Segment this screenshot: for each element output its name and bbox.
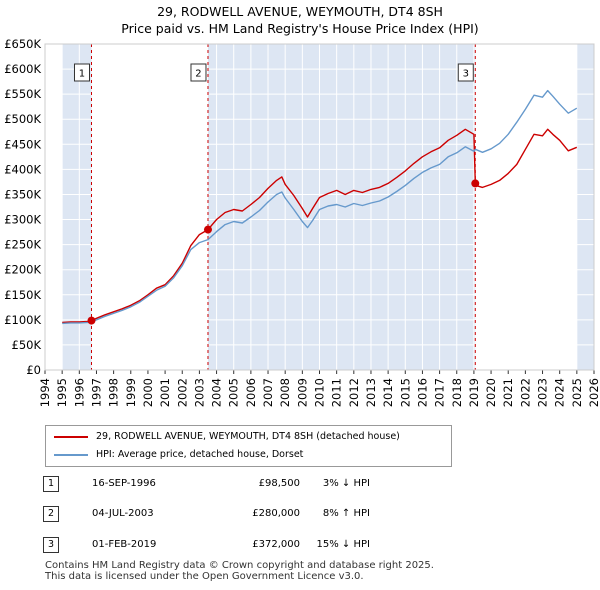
x-tick-label: 2023 bbox=[536, 378, 550, 407]
y-tick-label: £100K bbox=[4, 313, 41, 327]
y-tick-label: £450K bbox=[4, 137, 41, 151]
x-tick-label: 1995 bbox=[55, 378, 69, 407]
sale-label-boxes: 1 2 3 bbox=[73, 63, 474, 82]
sale-price: £98,500 bbox=[258, 478, 300, 489]
shaded-range bbox=[207, 44, 476, 370]
legend-swatch-property bbox=[54, 436, 88, 438]
table-row: 3 01-FEB-2019 £372,000 15% ↓ HPI bbox=[40, 535, 560, 555]
y-tick-label: £150K bbox=[4, 288, 41, 302]
x-tick-label: 2015 bbox=[398, 378, 412, 407]
x-tick-label: 2010 bbox=[313, 378, 327, 407]
sale-hpi-diff: 3% ↓ HPI bbox=[322, 478, 370, 489]
legend-swatch-hpi bbox=[54, 454, 88, 456]
sale-number-badge: 1 bbox=[43, 476, 59, 492]
y-tick-label: £650K bbox=[4, 37, 41, 51]
y-tick-label: £0 bbox=[26, 363, 41, 377]
legend-label-property: 29, RODWELL AVENUE, WEYMOUTH, DT4 8SH (d… bbox=[96, 431, 400, 442]
sale-point bbox=[87, 316, 96, 325]
sale-point bbox=[203, 225, 212, 234]
x-tick-label: 2000 bbox=[141, 378, 155, 407]
plot-frame bbox=[44, 43, 595, 371]
y-tick-label: £200K bbox=[4, 263, 41, 277]
x-tick-label: 2005 bbox=[227, 378, 241, 407]
table-row: 2 04-JUL-2003 £280,000 8% ↑ HPI bbox=[40, 504, 560, 524]
x-tick-label: 2022 bbox=[518, 378, 532, 407]
x-tick-label: 2020 bbox=[484, 378, 498, 407]
x-tick-label: 2014 bbox=[381, 378, 395, 407]
legend: 29, RODWELL AVENUE, WEYMOUTH, DT4 8SH (d… bbox=[45, 425, 452, 467]
x-tick-label: 2013 bbox=[364, 378, 378, 407]
sale-label-box bbox=[73, 63, 90, 82]
x-tick-label: 2007 bbox=[261, 378, 275, 407]
sale-label-box bbox=[457, 63, 474, 82]
chart-subtitle: Price paid vs. HM Land Registry's House … bbox=[121, 21, 479, 36]
sale-marker-lines bbox=[90, 44, 476, 370]
x-tick-label: 2002 bbox=[175, 378, 189, 407]
footer-copyright: Contains HM Land Registry data © Crown c… bbox=[45, 560, 434, 571]
x-tick-label: 2021 bbox=[501, 378, 515, 407]
x-tick-label: 2003 bbox=[192, 378, 206, 407]
x-tick-label: 2012 bbox=[347, 378, 361, 407]
x-tick-label: 2018 bbox=[450, 378, 464, 407]
y-tick-label: £550K bbox=[4, 87, 41, 101]
series bbox=[62, 89, 578, 325]
y-tick-label: £400K bbox=[4, 162, 41, 176]
sale-number-badge: 2 bbox=[43, 506, 59, 522]
sale-date: 16-SEP-1996 bbox=[92, 478, 156, 489]
sale-points bbox=[87, 179, 480, 325]
y-tick-label: £600K bbox=[4, 62, 41, 76]
x-tick-label: 2009 bbox=[295, 378, 309, 407]
y-tick-label: £250K bbox=[4, 238, 41, 252]
x-tick-label: 2016 bbox=[415, 378, 429, 407]
x-tick-label: 2001 bbox=[158, 378, 172, 407]
sale-number-badge: 3 bbox=[43, 537, 59, 553]
chart-title: 29, RODWELL AVENUE, WEYMOUTH, DT4 8SH bbox=[157, 4, 443, 19]
x-tick-label: 2024 bbox=[553, 378, 567, 407]
footer-licence: This data is licensed under the Open Gov… bbox=[45, 571, 364, 582]
x-tick-label: 2006 bbox=[244, 378, 258, 407]
x-tick-label: 2004 bbox=[210, 378, 224, 407]
x-tick-label: 2025 bbox=[570, 378, 584, 407]
sale-price: £280,000 bbox=[252, 508, 300, 519]
hpi-line bbox=[62, 89, 578, 325]
y-tick-label: £350K bbox=[4, 187, 41, 201]
sale-point bbox=[471, 179, 480, 188]
shaded-range bbox=[576, 44, 594, 370]
x-tick-label: 2011 bbox=[330, 378, 344, 407]
x-tick-label: 2019 bbox=[467, 378, 481, 407]
x-tick-label: 1998 bbox=[107, 378, 121, 407]
x-tick-label: 2026 bbox=[587, 378, 600, 407]
y-tick-label: £50K bbox=[12, 338, 42, 352]
sale-hpi-diff: 8% ↑ HPI bbox=[322, 508, 370, 519]
sale-hpi-diff: 15% ↓ HPI bbox=[316, 539, 370, 550]
y-tick-label: £500K bbox=[4, 112, 41, 126]
axes: £0 £50K £100K £150K £200K £250K £300K £350K £400… bbox=[4, 37, 600, 407]
shaded-range bbox=[62, 44, 92, 370]
x-tick-label: 1999 bbox=[124, 378, 138, 407]
footer: Contains HM Land Registry data © Crown c… bbox=[45, 560, 434, 582]
sale-label-box bbox=[190, 63, 207, 82]
x-tick-label: 1996 bbox=[72, 378, 86, 407]
sale-label-number: 1 bbox=[79, 69, 85, 80]
x-tick-label: 2017 bbox=[433, 378, 447, 407]
x-tick-label: 2008 bbox=[278, 378, 292, 407]
price-chart: 1 2 3 £0 £50K £100K £150K £200K £250K £300K £350K… bbox=[4, 37, 600, 407]
property-price-line bbox=[62, 128, 578, 324]
sale-price: £372,000 bbox=[252, 539, 300, 550]
sale-label-number: 2 bbox=[195, 69, 201, 80]
y-tick-label: £300K bbox=[4, 213, 41, 227]
table-row: 1 16-SEP-1996 £98,500 3% ↓ HPI bbox=[40, 474, 560, 494]
x-tick-label: 1994 bbox=[38, 378, 52, 407]
legend-label-hpi: HPI: Average price, detached house, Dors… bbox=[96, 449, 304, 460]
sale-date: 01-FEB-2019 bbox=[92, 539, 157, 550]
sale-date: 04-JUL-2003 bbox=[92, 508, 154, 519]
sale-label-number: 3 bbox=[463, 69, 469, 80]
x-tick-label: 1997 bbox=[89, 378, 103, 407]
